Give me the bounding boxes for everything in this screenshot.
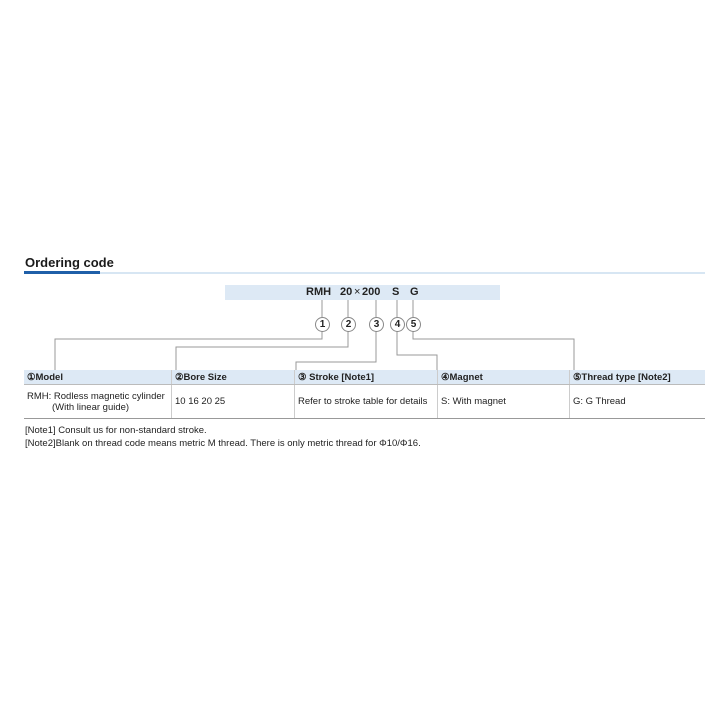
code-magnet: S <box>392 286 400 298</box>
leader-1 <box>54 300 323 370</box>
marker-2: 2 <box>341 317 356 332</box>
cell-magnet: S: With magnet <box>437 384 570 419</box>
cell-stroke: Refer to stroke table for details <box>294 384 438 419</box>
cell-thread: G: G Thread <box>569 384 705 419</box>
leader-2 <box>175 300 349 370</box>
header-thread: ⑤Thread type [Note2] <box>569 370 705 385</box>
leader-3 <box>295 300 377 370</box>
header-magnet: ④Magnet <box>437 370 570 385</box>
leader-4 <box>396 300 438 370</box>
divider <box>100 272 705 274</box>
header-model: ①Model <box>24 370 172 385</box>
code-stroke: 200 <box>362 286 381 298</box>
marker-3: 3 <box>369 317 384 332</box>
code-model: RMH <box>306 286 332 298</box>
code-sep: × <box>354 286 361 298</box>
title-underline <box>24 271 100 274</box>
table-header: ①Model ②Bore Size ③ Stroke [Note1] ④Magn… <box>24 370 705 385</box>
model-line2: (With linear guide) <box>52 401 130 413</box>
ordering-table: ①Model ②Bore Size ③ Stroke [Note1] ④Magn… <box>24 370 705 419</box>
leader-5 <box>412 300 575 370</box>
section-title: Ordering code <box>25 255 114 270</box>
code-bore: 20 <box>340 286 353 298</box>
table-row: RMH: Rodless magnetic cylinder (With line… <box>24 384 705 419</box>
code-thread: G <box>410 286 419 298</box>
model-line1: RMH: Rodless magnetic cylinder <box>27 390 165 402</box>
note-1: [Note1] Consult us for non-standard stro… <box>25 425 207 436</box>
cell-model: RMH: Rodless magnetic cylinder (With line… <box>24 384 172 419</box>
marker-4: 4 <box>390 317 405 332</box>
header-stroke: ③ Stroke [Note1] <box>294 370 438 385</box>
ordering-code-example: RMH 20 × 200 S G <box>225 285 500 300</box>
marker-1: 1 <box>315 317 330 332</box>
cell-bore: 10 16 20 25 <box>171 384 295 419</box>
header-bore: ②Bore Size <box>171 370 295 385</box>
note-2: [Note2]Blank on thread code means metric… <box>25 438 421 449</box>
marker-5: 5 <box>406 317 421 332</box>
